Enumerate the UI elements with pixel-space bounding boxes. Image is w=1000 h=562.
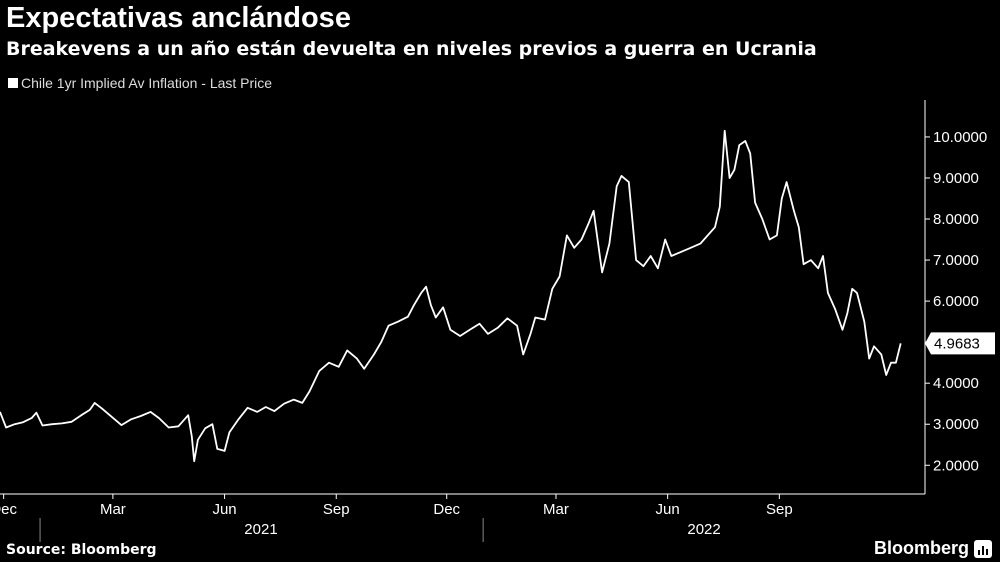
legend: Chile 1yr Implied Av Inflation - Last Pr…	[8, 75, 272, 91]
y-tick-label: 2.0000	[933, 457, 979, 474]
year-label: 2021	[244, 521, 277, 538]
year-label: 2022	[687, 521, 720, 538]
legend-swatch	[8, 78, 18, 88]
x-tick-label: Jun	[212, 501, 236, 518]
y-tick-label: 9.0000	[933, 170, 979, 187]
chart-bars-icon	[974, 539, 992, 558]
x-tick-label: Jun	[656, 501, 680, 518]
y-tick-label: 10.0000	[933, 129, 987, 146]
series-line	[0, 129, 902, 463]
last-value-badge	[925, 332, 995, 355]
x-tick-label: Sep	[766, 501, 793, 518]
y-tick-label: 3.0000	[933, 416, 979, 433]
brand-label: Bloomberg	[873, 538, 969, 558]
bloomberg-logo: Bloomberg	[874, 538, 992, 559]
y-tick-label: 6.0000	[933, 293, 979, 310]
chart-subtitle: Breakevens a un año están devuelta en ni…	[6, 38, 817, 60]
last-value-label: 4.9683	[934, 335, 980, 352]
x-tick-label: Dec	[433, 501, 460, 518]
y-tick-label: 8.0000	[933, 211, 979, 228]
legend-label: Chile 1yr Implied Av Inflation - Last Pr…	[21, 75, 273, 91]
x-tick-label: Mar	[543, 501, 569, 518]
x-tick-label: Mar	[100, 501, 126, 518]
source-note: Source: Bloomberg	[6, 542, 157, 558]
x-tick-label: Sep	[323, 501, 350, 518]
x-tick-label: Dec	[0, 501, 17, 518]
chart-title: Expectativas anclándose	[6, 2, 351, 34]
y-tick-label: 7.0000	[933, 252, 979, 269]
y-tick-label: 4.0000	[933, 375, 979, 392]
